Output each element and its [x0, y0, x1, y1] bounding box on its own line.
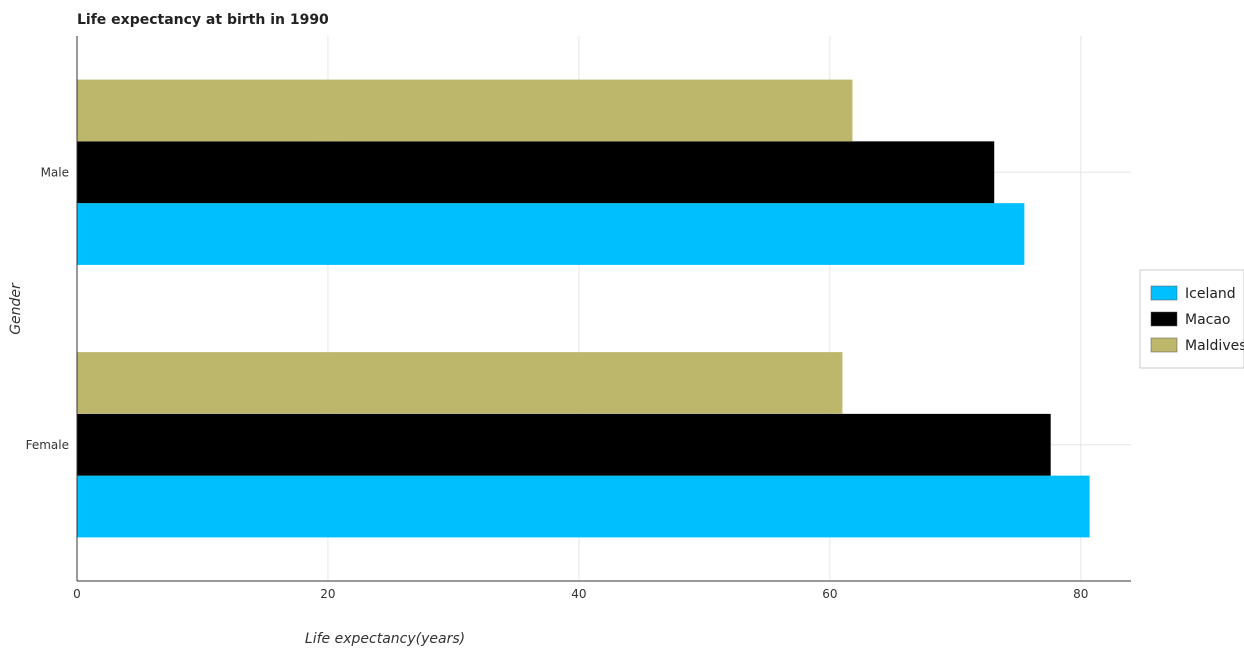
y-axis-label: Gender [8, 282, 24, 335]
bar-macao-male [77, 141, 995, 204]
bar-iceland-male [77, 203, 1025, 265]
legend-label-iceland: Iceland [1185, 286, 1236, 302]
x-tick-label: 60 [822, 587, 837, 601]
legend-swatch-macao [1150, 311, 1178, 327]
y-tick-label: Female [26, 438, 69, 452]
x-tick-label: 0 [73, 587, 81, 601]
legend-label-macao: Macao [1185, 312, 1231, 328]
bars [77, 79, 1090, 538]
tick-labels: 0 20 40 60 80 Female Male [26, 165, 1089, 601]
legend-swatch-maldives [1150, 337, 1178, 353]
x-tick-label: 80 [1073, 587, 1088, 601]
y-tick-label: Male [41, 165, 69, 179]
bar-iceland-female [77, 475, 1090, 538]
x-tick-label: 40 [571, 587, 586, 601]
bar-macao-female [77, 413, 1051, 476]
x-axis-label: Life expectancy(years) [305, 631, 465, 647]
axes [76, 36, 1131, 582]
bar-maldives-female [77, 352, 843, 414]
chart-title: Life expectancy at birth in 1990 [77, 12, 329, 28]
bar-maldives-male [77, 79, 853, 142]
x-tick-label: 20 [320, 587, 335, 601]
legend-label-maldives: Maldives [1185, 338, 1244, 354]
legend: Iceland Macao Maldives [1139, 269, 1244, 369]
legend-swatch-iceland [1150, 285, 1178, 301]
